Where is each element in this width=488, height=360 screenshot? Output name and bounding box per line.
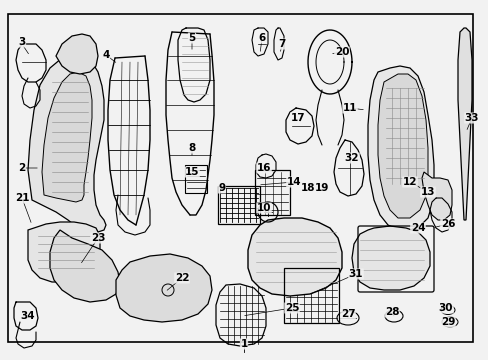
Text: 32: 32 xyxy=(344,153,359,163)
Text: 21: 21 xyxy=(15,193,29,203)
Polygon shape xyxy=(116,254,212,322)
Text: 7: 7 xyxy=(278,39,285,49)
Text: 6: 6 xyxy=(258,33,265,43)
Text: 28: 28 xyxy=(384,307,398,317)
Text: 4: 4 xyxy=(102,50,109,60)
Polygon shape xyxy=(457,28,471,220)
Bar xyxy=(254,170,289,215)
Text: 2: 2 xyxy=(19,163,25,173)
Text: 22: 22 xyxy=(174,273,189,283)
Text: 11: 11 xyxy=(342,103,357,113)
Text: 14: 14 xyxy=(286,177,301,187)
Polygon shape xyxy=(421,172,451,220)
Text: 8: 8 xyxy=(188,143,195,153)
Text: 23: 23 xyxy=(91,233,105,243)
Polygon shape xyxy=(351,226,429,290)
Polygon shape xyxy=(42,72,92,202)
Text: 12: 12 xyxy=(402,177,416,187)
Polygon shape xyxy=(50,230,120,302)
Polygon shape xyxy=(367,66,433,230)
Polygon shape xyxy=(247,218,341,296)
Text: 20: 20 xyxy=(334,47,348,57)
Text: 3: 3 xyxy=(19,37,25,47)
Text: 24: 24 xyxy=(410,223,425,233)
Polygon shape xyxy=(56,34,98,74)
Polygon shape xyxy=(28,54,106,232)
Bar xyxy=(184,165,206,193)
Polygon shape xyxy=(28,222,100,282)
Text: 27: 27 xyxy=(340,309,355,319)
Text: 33: 33 xyxy=(464,113,478,123)
Text: 13: 13 xyxy=(420,187,434,197)
Bar xyxy=(284,268,338,323)
Text: 10: 10 xyxy=(256,203,271,213)
Text: 19: 19 xyxy=(314,183,328,193)
Text: 5: 5 xyxy=(188,33,195,43)
Text: 1: 1 xyxy=(240,339,247,349)
Text: 34: 34 xyxy=(20,311,35,321)
Polygon shape xyxy=(377,74,427,218)
Text: 16: 16 xyxy=(256,163,271,173)
Text: 17: 17 xyxy=(290,113,305,123)
Bar xyxy=(218,186,260,224)
Text: 9: 9 xyxy=(218,183,225,193)
Text: 26: 26 xyxy=(440,219,454,229)
Text: 18: 18 xyxy=(300,183,315,193)
Text: 15: 15 xyxy=(184,167,199,177)
Text: 29: 29 xyxy=(440,317,454,327)
Text: 30: 30 xyxy=(438,303,452,313)
Text: 31: 31 xyxy=(348,269,363,279)
Text: 25: 25 xyxy=(284,303,299,313)
